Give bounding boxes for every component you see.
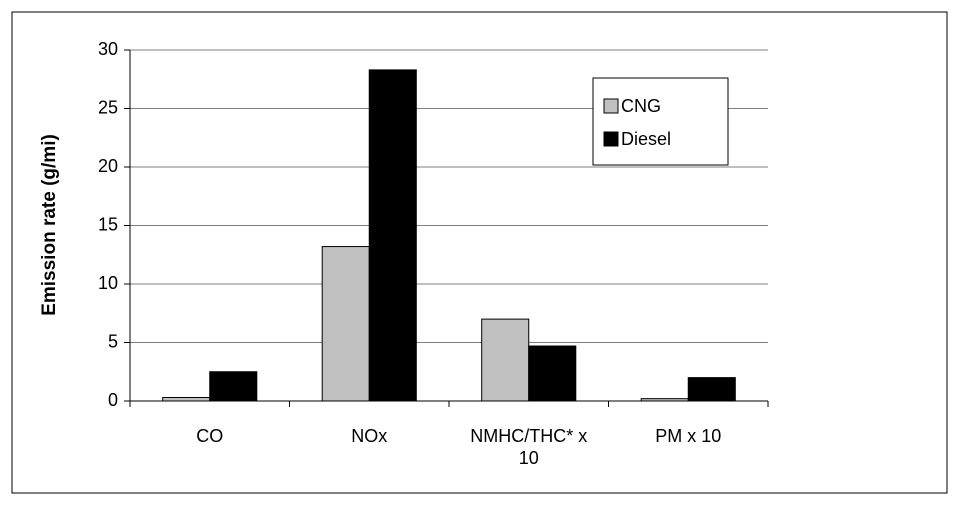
bar [162, 396, 211, 402]
y-tick-label: 15 [98, 214, 118, 234]
legend-box [592, 77, 729, 166]
y-tick-label: 25 [98, 97, 118, 117]
chart-border [11, 11, 948, 494]
legend-swatch [603, 98, 619, 114]
bar [368, 69, 417, 402]
y-tick-label: 10 [98, 273, 118, 293]
x-tick-label: CO [196, 426, 224, 446]
x-tick-label: PM x 10 [655, 426, 722, 446]
bar [687, 377, 736, 402]
x-tick-label: NMHC/THC* x 10 [470, 426, 588, 468]
y-tick-label: 5 [108, 331, 118, 351]
legend-swatch [603, 131, 619, 147]
y-tick-label: 30 [98, 39, 118, 59]
legend-label: CNG [621, 96, 661, 116]
bar [481, 318, 530, 402]
bar [209, 371, 258, 402]
legend-label: Diesel [621, 129, 671, 149]
bar [321, 246, 370, 402]
y-tick-label: 0 [108, 390, 118, 410]
y-axis-title: Emission rate (g/mi) [39, 134, 60, 316]
bar [528, 345, 577, 402]
x-tick-label: NOx [351, 426, 388, 446]
y-tick-label: 20 [98, 156, 118, 176]
